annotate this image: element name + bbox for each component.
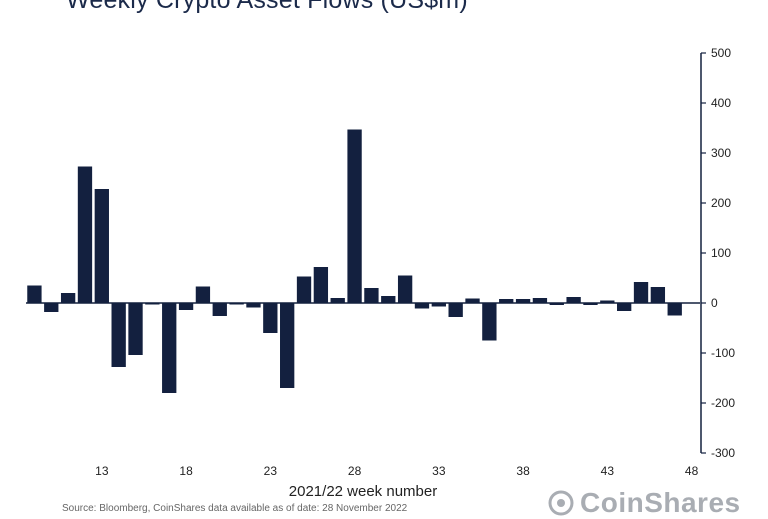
brand-name: CoinShares — [580, 487, 741, 518]
bar-week-20 — [212, 303, 227, 316]
bar-week-12 — [77, 166, 93, 303]
bar-week-45 — [633, 282, 649, 303]
y-tick-label: 200 — [711, 196, 731, 210]
bar-week-15 — [128, 303, 143, 355]
bar-week-46 — [650, 287, 666, 303]
bar-week-22 — [246, 303, 261, 308]
bar-week-19 — [195, 286, 211, 303]
bar-week-32 — [414, 303, 430, 309]
brand-logo: CoinShares — [548, 487, 741, 519]
bar-week-28 — [347, 129, 362, 303]
x-tick-label: 48 — [685, 464, 699, 478]
bar-week-35 — [465, 298, 480, 303]
bar-week-36 — [482, 303, 497, 341]
y-tick-label: 100 — [711, 246, 731, 260]
bar-week-31 — [397, 275, 413, 303]
bar-week-13 — [94, 189, 109, 303]
source-note: Source: Bloomberg, CoinShares data avail… — [62, 503, 408, 514]
bar-week-30 — [381, 296, 396, 303]
y-tick-label: 500 — [711, 46, 731, 60]
bar-week-37 — [499, 299, 514, 303]
bar-week-24 — [280, 303, 295, 388]
y-tick-label: -100 — [711, 346, 735, 360]
y-tick-label: 0 — [711, 296, 718, 310]
bar-week-17 — [162, 303, 177, 393]
bar-week-18 — [178, 303, 194, 310]
bar-week-42 — [583, 303, 598, 305]
x-tick-label: 23 — [264, 464, 278, 478]
x-tick-label: 38 — [516, 464, 530, 478]
bar-week-23 — [263, 303, 278, 333]
y-tick-label: -300 — [711, 446, 735, 460]
x-tick-label: 28 — [348, 464, 362, 478]
bar-week-34 — [448, 303, 463, 317]
bar-week-29 — [364, 288, 379, 303]
bar-week-25 — [296, 276, 312, 303]
bar-week-26 — [313, 267, 329, 303]
x-axis-label: 2021/22 week number — [288, 483, 438, 500]
chart-title: Weekly Crypto Asset Flows (US$m) — [66, 0, 468, 14]
bar-week-38 — [515, 299, 531, 303]
bar-week-39 — [532, 298, 548, 303]
x-tick-label: 13 — [95, 464, 109, 478]
bar-week-9 — [27, 285, 42, 303]
x-tick-label: 33 — [432, 464, 446, 478]
bar-week-33 — [431, 303, 446, 307]
bar-week-44 — [617, 303, 632, 311]
bar-week-41 — [566, 297, 581, 303]
bar-week-10 — [44, 303, 59, 312]
x-tick-label: 43 — [601, 464, 615, 478]
bar-week-43 — [600, 300, 615, 303]
coinshares-logo-icon — [548, 490, 574, 516]
y-tick-label: -200 — [711, 396, 735, 410]
x-tick-label: 18 — [179, 464, 193, 478]
bar-week-11 — [60, 293, 76, 303]
y-tick-label: 300 — [711, 146, 731, 160]
bar-week-14 — [111, 303, 126, 367]
bar-week-47 — [667, 303, 682, 316]
bar-week-27 — [330, 298, 345, 303]
y-tick-label: 400 — [711, 96, 731, 110]
bar-week-40 — [549, 303, 564, 305]
